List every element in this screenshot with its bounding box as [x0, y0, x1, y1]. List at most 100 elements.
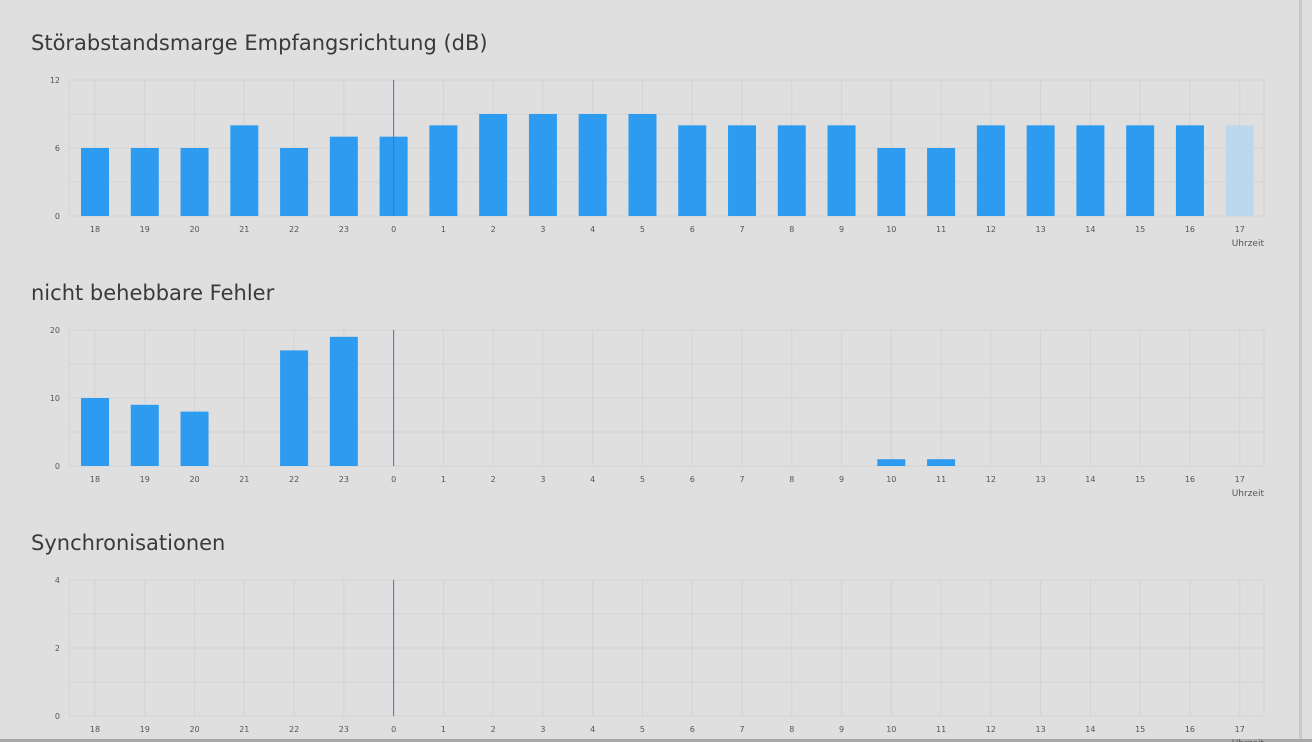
x-tick-label: 6 [690, 475, 695, 484]
errors-chart-section: nicht behebbare Fehler 0 10 20 18 19 20 21 22 23… [31, 281, 1265, 499]
x-tick-label: 12 [986, 725, 996, 734]
x-axis-label: Uhrzeit [1232, 239, 1265, 249]
x-tick-label: 20 [189, 725, 199, 734]
x-tick-label: 5 [640, 225, 645, 234]
bar [927, 459, 956, 466]
bar [528, 114, 557, 216]
y-tick-label: 6 [55, 144, 60, 153]
x-tick-label: 1 [441, 475, 446, 484]
x-tick-label: 3 [540, 225, 545, 234]
bar [628, 114, 657, 216]
bar [280, 350, 309, 466]
x-tick-label: 23 [339, 725, 349, 734]
x-tick-label: 17 [1235, 225, 1245, 234]
x-axis-label: Uhrzeit [1232, 739, 1265, 742]
x-tick-label: 18 [90, 725, 100, 734]
x-tick-label: 13 [1036, 475, 1046, 484]
y-tick-label: 4 [55, 576, 60, 585]
x-tick-label: 8 [789, 725, 794, 734]
bar [81, 148, 109, 216]
bar [1126, 125, 1155, 216]
x-tick-label: 5 [640, 725, 645, 734]
x-tick-label: 17 [1235, 725, 1245, 734]
bar [280, 148, 309, 216]
y-tick-label: 0 [55, 462, 60, 471]
bar [976, 125, 1005, 216]
x-tick-label: 15 [1135, 725, 1145, 734]
chart-title: nicht behebbare Fehler [31, 281, 275, 305]
x-tick-label: 10 [886, 725, 896, 734]
bar [230, 125, 259, 216]
x-tick-label: 18 [90, 475, 100, 484]
chart-title: Störabstandsmarge Empfangsrichtung (dB) [31, 31, 488, 55]
x-tick-label: 22 [289, 725, 299, 734]
x-tick-label: 16 [1185, 725, 1195, 734]
bar [329, 136, 358, 216]
x-tick-label: 2 [491, 475, 496, 484]
x-tick-label: 9 [839, 475, 844, 484]
bar [130, 404, 159, 466]
bar [1076, 125, 1105, 216]
x-tick-label: 16 [1185, 225, 1195, 234]
x-tick-label: 11 [936, 475, 946, 484]
y-tick-label: 2 [55, 644, 60, 653]
x-tick-label: 10 [886, 225, 896, 234]
y-tick-label: 0 [55, 712, 60, 721]
x-tick-label: 11 [936, 225, 946, 234]
snr-chart-section: Störabstandsmarge Empfangsrichtung (dB) … [0, 0, 1300, 250]
bar [578, 114, 607, 216]
bar [777, 125, 806, 216]
x-tick-label: 4 [590, 725, 595, 734]
x-tick-label: 3 [540, 725, 545, 734]
x-tick-label: 1 [441, 725, 446, 734]
x-tick-label: 15 [1135, 225, 1145, 234]
bar [728, 125, 757, 216]
bar [678, 125, 707, 216]
x-tick-label: 2 [491, 725, 496, 734]
x-tick-label: 8 [789, 225, 794, 234]
x-tick-label: 11 [936, 725, 946, 734]
bar [429, 125, 458, 216]
x-tick-label: 19 [140, 725, 150, 734]
bar [180, 411, 209, 466]
x-tick-label: 9 [839, 725, 844, 734]
bar [180, 148, 209, 216]
x-tick-label: 9 [839, 225, 844, 234]
x-tick-label: 0 [391, 475, 396, 484]
x-tick-label: 16 [1185, 475, 1195, 484]
page-right-edge [1299, 0, 1302, 742]
bar [1225, 125, 1254, 216]
x-tick-label: 21 [239, 725, 249, 734]
x-tick-label: 17 [1235, 475, 1245, 484]
x-tick-label: 4 [590, 475, 595, 484]
y-tick-label: 10 [50, 394, 60, 403]
x-tick-label: 21 [239, 475, 249, 484]
x-tick-label: 13 [1036, 725, 1046, 734]
x-tick-label: 6 [690, 725, 695, 734]
bar [130, 148, 159, 216]
x-tick-label: 23 [339, 225, 349, 234]
y-tick-label: 20 [50, 326, 60, 335]
bar [1175, 125, 1204, 216]
x-tick-label: 20 [189, 475, 199, 484]
x-tick-label: 5 [640, 475, 645, 484]
bar [827, 125, 856, 216]
bar [877, 148, 906, 216]
x-tick-label: 19 [140, 475, 150, 484]
x-tick-label: 1 [441, 225, 446, 234]
bar [1026, 125, 1055, 216]
x-tick-label: 13 [1036, 225, 1046, 234]
x-tick-label: 12 [986, 475, 996, 484]
y-tick-label: 12 [50, 76, 60, 85]
x-tick-label: 22 [289, 475, 299, 484]
x-tick-label: 22 [289, 225, 299, 234]
x-tick-label: 7 [739, 725, 744, 734]
x-tick-label: 23 [339, 475, 349, 484]
y-tick-label: 0 [55, 212, 60, 221]
x-tick-label: 4 [590, 225, 595, 234]
x-tick-label: 12 [986, 225, 996, 234]
